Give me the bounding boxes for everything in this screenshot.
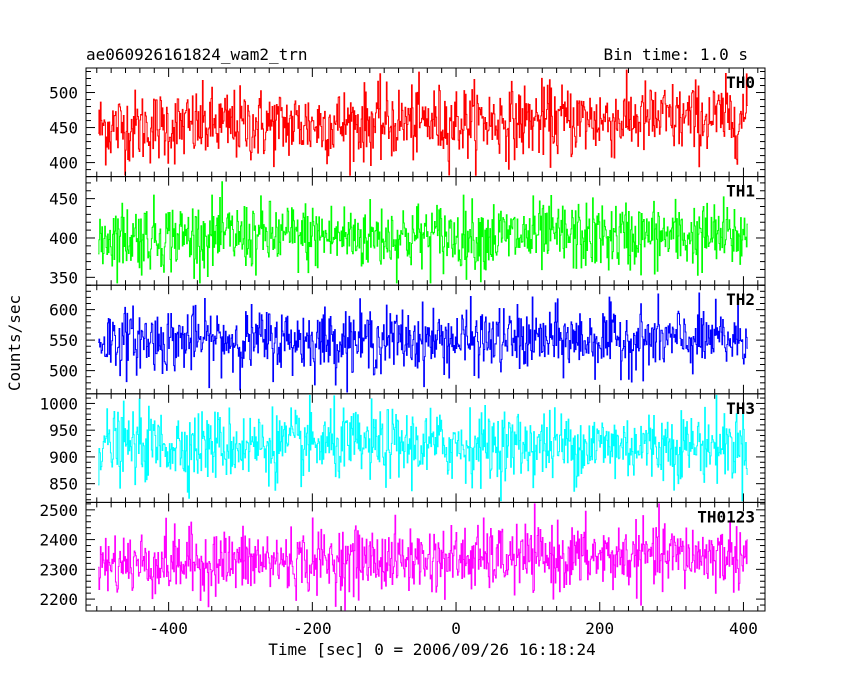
xtick-label: 400	[729, 619, 758, 638]
xtick-label: -400	[149, 619, 188, 638]
chart-title: ae060926161824_wam2_trn	[86, 45, 308, 64]
panel-th0123-ytick-label: 2400	[39, 531, 78, 550]
panel-th0123-ytick-label: 2300	[39, 560, 78, 579]
panel-th1-ytick-label: 400	[49, 229, 78, 248]
panel-th2-ytick-label: 600	[49, 301, 78, 320]
panel-th2-label: TH2	[726, 290, 755, 309]
panel-th3-label: TH3	[726, 399, 755, 418]
bin-time-label: Bin time: 1.0 s	[604, 45, 749, 64]
panel-th2-ytick-label: 550	[49, 331, 78, 350]
x-axis-label: Time [sec] 0 = 2006/09/26 16:18:24	[268, 640, 596, 659]
panel-th2-ytick-label: 500	[49, 362, 78, 381]
xtick-label: 0	[451, 619, 461, 638]
panel-th0123-series	[98, 503, 748, 611]
panel-th0-ytick-label: 500	[49, 84, 78, 103]
panel-th1-label: TH1	[726, 182, 755, 201]
panel-th3-ytick-label: 1000	[39, 394, 78, 413]
panel-th1-series	[98, 181, 748, 284]
panel-th3-series	[98, 394, 748, 502]
y-axis-label: Counts/sec	[5, 295, 24, 391]
panel-th0-ytick-label: 450	[49, 119, 78, 138]
panel-th0123-label: TH0123	[697, 507, 755, 526]
panel-th0123-frame	[85, 501, 766, 612]
panel-th0123-ytick-label: 2200	[39, 590, 78, 609]
panel-th2-series	[98, 292, 748, 393]
panel-th3-ytick-label: 900	[49, 448, 78, 467]
panel-th3-ytick-label: 950	[49, 421, 78, 440]
panel-th1-ytick-label: 350	[49, 268, 78, 287]
xtick-label: 200	[585, 619, 614, 638]
panel-th0-ytick-label: 400	[49, 154, 78, 173]
xtick-label: -200	[293, 619, 332, 638]
panel-th0-label: TH0	[726, 73, 755, 92]
panel-th3-ytick-label: 850	[49, 475, 78, 494]
panel-th0-series	[98, 69, 748, 176]
panel-th0123-ytick-label: 2500	[39, 501, 78, 520]
panel-th1-ytick-label: 450	[49, 190, 78, 209]
panels-group: 400 450 500 TH0 350 400 450 TH1 500 550 600 TH2 850 9…	[39, 67, 766, 638]
